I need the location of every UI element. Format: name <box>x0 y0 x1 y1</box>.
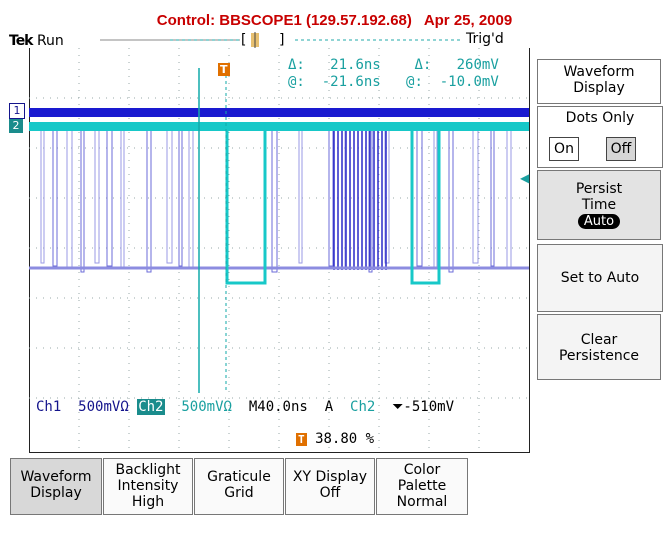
trigger-position-value: 38.80 % <box>315 431 375 447</box>
trigger-level: -510mV <box>403 399 454 415</box>
channel-status-line: Ch1 500mVΩ Ch2 500mVΩ M40.0ns A Ch2 ⏷-51… <box>36 399 454 415</box>
svg-text:]: ] <box>278 32 286 48</box>
brand-logo: Tek <box>9 33 33 49</box>
trigger-position-readout: T 38.80 % <box>296 431 374 447</box>
ch2-coupling-icon: Ω <box>223 399 232 415</box>
at-time-symbol: @: <box>288 74 305 90</box>
trigger-slope-icon: ⏷ <box>392 399 404 415</box>
trigger-level-arrow: ◀ <box>520 171 530 185</box>
persist-time-label: Persist Time <box>575 181 623 213</box>
window-title: Control: BBSCOPE1 (129.57.192.68) Apr 25… <box>156 12 513 29</box>
trigger-mode: A <box>324 399 334 415</box>
clear-persistence-label: Clear Persistence <box>558 332 640 364</box>
graticule <box>29 48 529 453</box>
bottom-xy-display-button[interactable]: XY Display Off <box>285 458 375 515</box>
bottom-backlight-intensity-button[interactable]: Backlight Intensity High <box>103 458 193 515</box>
ch2-label[interactable]: Ch2 <box>137 399 165 415</box>
clear-persistence-button[interactable]: Clear Persistence <box>537 314 661 380</box>
delta-voltage-symbol: Δ: <box>414 57 432 73</box>
side-menu-title: Waveform Display <box>537 59 661 104</box>
at-time-value: -21.6ns <box>321 74 381 90</box>
dots-only-on-button[interactable]: On <box>549 137 579 161</box>
ch1-label[interactable]: Ch1 <box>36 399 62 415</box>
svg-text:[: [ <box>239 32 247 48</box>
set-to-auto-button[interactable]: Set to Auto <box>537 244 663 312</box>
cursor-readout: Δ: 21.6ns Δ: 260mV @: -21.6ns @: -10.0mV <box>288 57 499 91</box>
persist-time-value: Auto <box>577 214 621 229</box>
delta-time-value: 21.6ns <box>330 57 381 73</box>
at-voltage-value: -10.0mV <box>439 74 499 90</box>
ch2-scale: 500mV <box>181 399 224 415</box>
run-state: Run <box>36 33 64 49</box>
dots-only-label: Dots Only <box>565 110 635 126</box>
trigger-position-marker: T <box>218 63 230 76</box>
ch1-ground-marker[interactable]: 1 <box>9 103 25 119</box>
dots-only-off-button[interactable]: Off <box>606 137 636 161</box>
status-bar: Tek Run <box>9 33 64 49</box>
dots-only-control: Dots Only On Off <box>537 106 663 168</box>
trigger-marker-icon: T <box>296 433 307 446</box>
persist-time-button[interactable]: Persist Time Auto <box>537 170 661 240</box>
ch1-scale: 500mV <box>78 399 121 415</box>
bottom-waveform-display-button[interactable]: Waveform Display <box>10 458 102 515</box>
at-voltage-symbol: @: <box>406 74 423 90</box>
bottom-graticule-button[interactable]: Graticule Grid <box>194 458 284 515</box>
ch2-ground-marker[interactable]: 2 <box>9 119 23 133</box>
timebase: M40.0ns <box>248 399 308 415</box>
trigger-state: Trig'd <box>466 31 504 47</box>
trigger-source: Ch2 <box>350 399 376 415</box>
record-position-indicator: [ ] <box>100 32 460 48</box>
bottom-color-palette-button[interactable]: Color Palette Normal <box>376 458 468 515</box>
delta-time-symbol: Δ: <box>288 57 305 73</box>
delta-voltage-value: 260mV <box>456 57 499 73</box>
ch1-coupling-icon: Ω <box>120 399 129 415</box>
